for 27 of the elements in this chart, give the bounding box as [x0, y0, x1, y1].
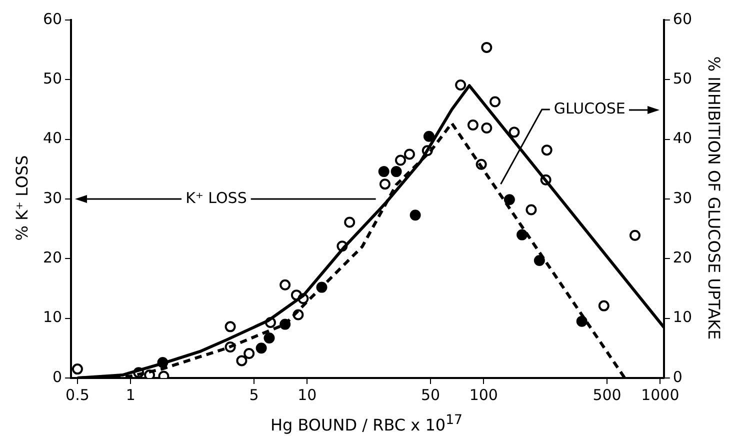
x-tick-label: 5: [249, 386, 259, 404]
x-axis-title: Hg BOUND / RBC x 10$^{17}$: [269, 412, 464, 434]
x-tick-label: 10: [298, 386, 317, 404]
x-tick-label: 50: [420, 386, 440, 404]
y2-tick-label: 60: [672, 10, 692, 28]
y-tick-label: 60: [42, 10, 62, 28]
y-tick-label: 30: [42, 188, 62, 207]
x-tick-label: 0.5: [66, 386, 90, 404]
y-tick-label: 20: [42, 248, 62, 267]
y2-tick-label: 10: [672, 308, 692, 326]
annotation: K⁺ LOSS: [186, 188, 247, 207]
y-tick-label: 10: [42, 308, 62, 326]
x-tick-label: 1: [126, 386, 136, 404]
y-tick-label: 0: [52, 368, 62, 386]
y2-tick-label: 20: [672, 248, 692, 267]
x-tick-label: 100: [469, 386, 498, 404]
annotation: GLUCOSE: [554, 99, 626, 118]
y2-tick-label: 50: [672, 70, 692, 88]
x-tick-label: 1000: [641, 386, 680, 404]
y2-tick-label: 30: [672, 188, 692, 207]
y2-axis-title: % INHIBITION OF GLUCOSE UPTAKE: [704, 56, 724, 340]
y-axis-title: % K⁺ LOSS: [12, 155, 32, 241]
y2-tick-label: 0: [672, 368, 682, 386]
y-tick-label: 40: [42, 129, 62, 148]
y2-tick-label: 40: [672, 129, 692, 148]
x-tick-label: 500: [592, 386, 622, 404]
y-tick-label: 50: [42, 70, 62, 88]
